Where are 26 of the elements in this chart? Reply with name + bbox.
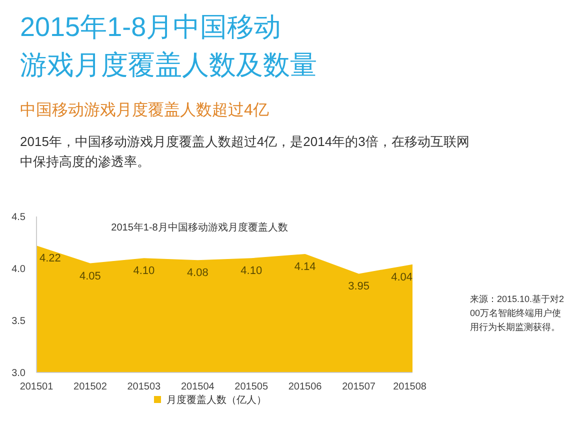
data-label: 4.10 <box>133 265 155 278</box>
data-label: 4.22 <box>40 252 61 265</box>
x-tick-label: 201501 <box>20 382 54 392</box>
x-tick-label: 201507 <box>342 382 376 392</box>
source-note: 来源：2015.10.基于对200万名智能终端用户使用行为长期监测获得。 <box>470 293 564 334</box>
x-tick-label: 201502 <box>74 382 108 392</box>
x-tick-label: 201505 <box>234 382 268 392</box>
x-tick-label: 201506 <box>288 382 322 392</box>
data-label: 3.95 <box>348 280 370 293</box>
x-tick-label: 201508 <box>393 382 427 392</box>
y-tick-label: 3.0 <box>12 368 26 379</box>
y-tick-label: 3.5 <box>12 316 26 327</box>
data-label: 4.04 <box>391 271 413 284</box>
annotation: 2015年1-8月中国移动游戏月度覆盖人数 <box>111 222 288 234</box>
chart-subtitle: 中国移动游戏月度覆盖人数超过4亿 <box>20 100 269 121</box>
text: 2015年，中国移动游戏月度覆盖人数超过4亿，是2014年的3倍，在移动互联网中保持高度的渗透率。 <box>20 133 470 171</box>
chart-title: 2015年1-8月中国移动游戏月度覆盖人数及数量 <box>20 11 317 82</box>
y-tick-label: 4.0 <box>12 264 26 275</box>
data-label: 4.08 <box>186 267 208 280</box>
y-tick-label: 4.5 <box>12 212 26 223</box>
x-tick-label: 201503 <box>127 382 162 392</box>
data-label: 4.14 <box>294 260 316 273</box>
x-tick-label: 201504 <box>180 382 215 392</box>
data-label: 4.10 <box>240 265 262 278</box>
data-label: 4.05 <box>80 270 101 282</box>
legend-label: 月度覆盖人数（亿人） <box>166 395 267 406</box>
